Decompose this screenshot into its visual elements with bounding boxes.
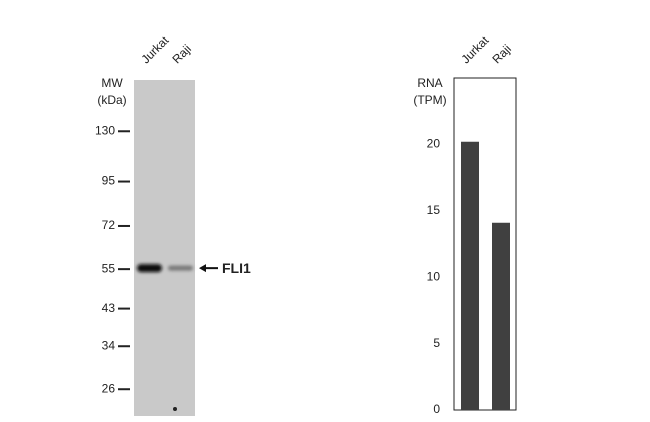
mw-marker-label: 34 bbox=[102, 338, 116, 352]
mw-marker-label: 43 bbox=[102, 301, 116, 315]
y-axis-label: MW bbox=[101, 76, 123, 90]
y-tick-label: 0 bbox=[433, 402, 440, 416]
blot-membrane bbox=[134, 80, 195, 416]
y-tick-label: 15 bbox=[427, 203, 441, 217]
blot-speck bbox=[173, 407, 177, 411]
mw-marker-label: 55 bbox=[102, 261, 116, 275]
lane-label: Jurkat bbox=[138, 33, 171, 66]
mw-marker-label: 130 bbox=[95, 123, 115, 137]
lane-label: Raji bbox=[169, 42, 194, 67]
bar bbox=[461, 141, 479, 410]
y-axis-label: (kDa) bbox=[97, 93, 126, 107]
y-axis-label: RNA bbox=[417, 76, 442, 90]
band bbox=[137, 264, 162, 273]
x-tick-label: Raji bbox=[489, 42, 514, 67]
x-tick-label: Jurkat bbox=[458, 33, 491, 66]
arrow-head bbox=[199, 264, 206, 273]
band-label: FLI1 bbox=[222, 260, 251, 276]
mw-marker-label: 72 bbox=[102, 218, 116, 232]
y-tick-label: 10 bbox=[427, 269, 441, 283]
mw-marker-label: 95 bbox=[102, 174, 116, 188]
bar-frame bbox=[453, 77, 517, 411]
band bbox=[168, 265, 193, 271]
y-tick-label: 5 bbox=[433, 336, 440, 350]
mw-marker-label: 26 bbox=[102, 381, 116, 395]
bar bbox=[492, 222, 510, 410]
y-axis-label: (TPM) bbox=[413, 93, 446, 107]
y-tick-label: 20 bbox=[427, 137, 441, 151]
